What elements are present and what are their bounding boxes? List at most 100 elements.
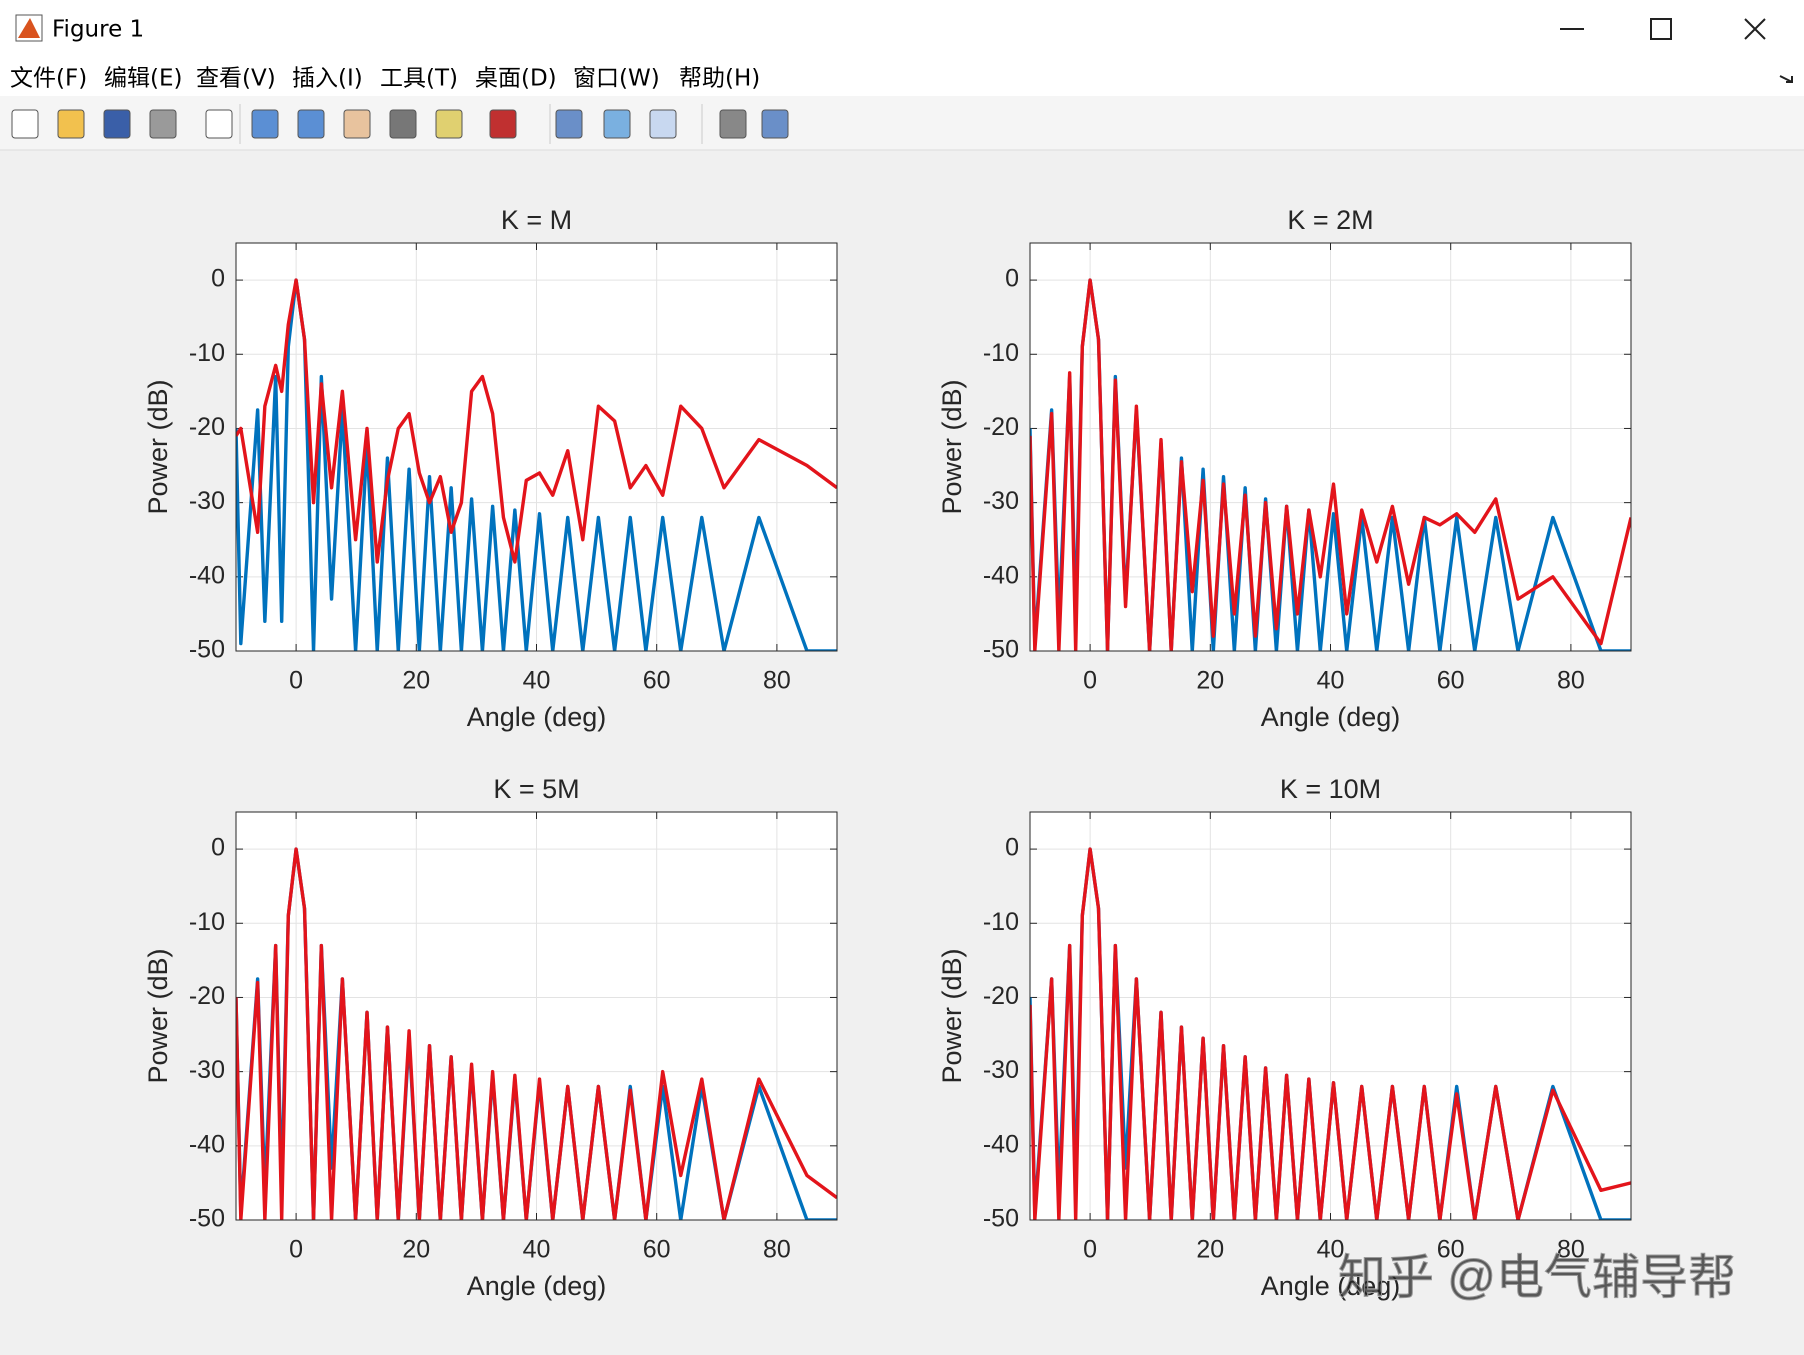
dock-arrow[interactable]	[1779, 75, 1793, 83]
y-tick-label: -10	[983, 908, 1019, 936]
x-tick-label: 60	[643, 1236, 671, 1264]
y-tick-label: -10	[983, 339, 1019, 367]
x-tick-label: 40	[1317, 667, 1345, 695]
axes-frame	[235, 242, 838, 652]
toolbar-button[interactable]	[489, 109, 517, 139]
axes-frame	[1029, 242, 1632, 652]
watermark: 知乎 @电气辅导帮	[1338, 1252, 1736, 1305]
y-axis-label: Power (dB)	[143, 379, 173, 514]
close-button[interactable]	[1744, 18, 1766, 40]
menu-item[interactable]: 编辑(E)	[104, 66, 182, 92]
toolbar-button[interactable]	[11, 109, 39, 139]
y-axis-label: Power (dB)	[143, 948, 173, 1083]
x-tick-label: 20	[1196, 1236, 1224, 1264]
subplot-title: K = 5M	[493, 774, 579, 804]
y-tick-label: -50	[983, 1205, 1019, 1233]
subplot: 0 20 40 60 80 -50 -40 -30 -20 -10 0 K = 10M Angle (d…	[937, 774, 1632, 1301]
title-bar	[0, 0, 1804, 57]
data-line	[236, 847, 837, 1220]
subplot: 0 20 40 60 80 -50 -40 -30 -20 -10 0 K = M Angle (deg…	[143, 205, 838, 732]
menu-item[interactable]: 帮助(H)	[679, 66, 760, 92]
maximize-button[interactable]	[1650, 18, 1672, 40]
x-axis-label: Angle (deg)	[467, 702, 607, 732]
toolbar-icons	[11, 104, 789, 144]
x-tick-label: 20	[1196, 667, 1224, 695]
y-tick-label: 0	[211, 265, 225, 293]
menu-item[interactable]: 桌面(D)	[475, 66, 557, 92]
data-line	[1030, 278, 1631, 651]
x-tick-label: 80	[1557, 667, 1585, 695]
y-tick-label: -50	[189, 1205, 225, 1233]
x-tick-label: 60	[643, 667, 671, 695]
x-tick-label: 0	[289, 667, 303, 695]
x-tick-label: 40	[523, 1236, 551, 1264]
window-title: Figure 1	[52, 17, 144, 43]
x-tick-label: 40	[1317, 1236, 1345, 1264]
x-tick-label: 80	[1557, 1236, 1585, 1264]
y-tick-label: 0	[1005, 265, 1019, 293]
y-tick-label: -10	[189, 339, 225, 367]
toolbar-button[interactable]	[343, 109, 371, 139]
y-tick-label: -30	[983, 487, 1019, 515]
y-tick-label: -20	[189, 982, 225, 1010]
toolbar-button[interactable]	[555, 109, 583, 139]
y-tick-label: -50	[983, 636, 1019, 664]
toolbar-button[interactable]	[205, 109, 233, 139]
y-axis-label: Power (dB)	[937, 948, 967, 1083]
axes-frame	[1029, 811, 1632, 1221]
toolbar-button[interactable]	[719, 109, 747, 139]
x-axis-label: Angle (deg)	[467, 1271, 607, 1301]
toolbar-button[interactable]	[149, 109, 177, 139]
x-tick-label: 0	[1083, 1236, 1097, 1264]
subplot-title: K = 2M	[1287, 205, 1373, 235]
x-tick-label: 80	[763, 1236, 791, 1264]
menu-item[interactable]: 窗口(W)	[573, 66, 660, 92]
y-tick-label: -20	[189, 413, 225, 441]
y-tick-label: -50	[189, 636, 225, 664]
toolbar-button[interactable]	[761, 109, 789, 139]
x-tick-label: 0	[1083, 667, 1097, 695]
x-tick-label: 20	[402, 667, 430, 695]
toolbar-button[interactable]	[603, 109, 631, 139]
menu-item[interactable]: 插入(I)	[292, 66, 363, 92]
menu-item[interactable]: 工具(T)	[380, 66, 458, 92]
y-tick-label: -30	[189, 487, 225, 515]
y-tick-label: 0	[1005, 834, 1019, 862]
subplot: 0 20 40 60 80 -50 -40 -30 -20 -10 0 K = 2M Angle (de…	[937, 205, 1632, 732]
x-tick-label: 0	[289, 1236, 303, 1264]
toolbar-button[interactable]	[435, 109, 463, 139]
toolbar-button[interactable]	[649, 109, 677, 139]
app-icon	[15, 14, 43, 42]
y-axis-label: Power (dB)	[937, 379, 967, 514]
toolbar-button[interactable]	[297, 109, 325, 139]
y-tick-label: -20	[983, 413, 1019, 441]
menu-item[interactable]: 文件(F)	[10, 66, 87, 92]
y-tick-label: -40	[189, 1130, 225, 1158]
toolbar-button[interactable]	[251, 109, 279, 139]
x-tick-label: 60	[1437, 667, 1465, 695]
x-axis-label: Angle (deg)	[1261, 1271, 1401, 1301]
x-axis-label: Angle (deg)	[1261, 702, 1401, 732]
x-tick-label: 20	[402, 1236, 430, 1264]
x-tick-label: 80	[763, 667, 791, 695]
toolbar-button[interactable]	[389, 109, 417, 139]
y-tick-label: -40	[983, 561, 1019, 589]
y-tick-label: -40	[983, 1130, 1019, 1158]
y-tick-label: -30	[983, 1056, 1019, 1084]
subplot: 0 20 40 60 80 -50 -40 -30 -20 -10 0 K = 5M Angle (de…	[143, 774, 838, 1301]
y-tick-label: 0	[211, 834, 225, 862]
y-tick-label: -40	[189, 561, 225, 589]
data-line	[1030, 847, 1631, 1220]
x-tick-label: 60	[1437, 1236, 1465, 1264]
menu-item[interactable]: 查看(V)	[196, 66, 276, 92]
toolbar-button[interactable]	[103, 109, 131, 139]
subplot-title: K = M	[501, 205, 572, 235]
y-tick-label: -10	[189, 908, 225, 936]
subplot-title: K = 10M	[1280, 774, 1381, 804]
y-tick-label: -30	[189, 1056, 225, 1084]
charts: 0 20 40 60 80 -50 -40 -30 -20 -10 0 K = M Angle (deg…	[143, 205, 1632, 1301]
x-tick-label: 40	[523, 667, 551, 695]
data-line	[236, 278, 837, 564]
toolbar-button[interactable]	[57, 109, 85, 139]
